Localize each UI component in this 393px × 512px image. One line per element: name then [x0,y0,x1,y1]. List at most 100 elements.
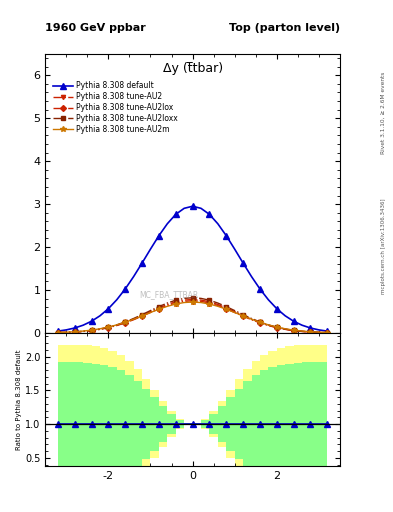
Pythia 8.308 tune-AU2loxx [131,315,136,322]
Pythia 8.308 tune-AU2 [81,328,85,334]
Pythia 8.308 tune-AU2loxx [215,300,220,306]
Pythia 8.308 tune-AU2 [165,302,170,308]
Pythia 8.308 tune-AU2m [224,306,229,312]
Pythia 8.308 default [131,273,136,280]
Pythia 8.308 tune-AU2m [123,319,128,325]
Legend: Pythia 8.308 default, Pythia 8.308 tune-AU2, Pythia 8.308 tune-AU2lox, Pythia 8.: Pythia 8.308 default, Pythia 8.308 tune-… [52,80,179,136]
Pythia 8.308 tune-AU2 [123,319,128,326]
Pythia 8.308 default [308,325,313,331]
Pythia 8.308 tune-AU2 [72,329,77,335]
Pythia 8.308 default [72,325,77,331]
Pythia 8.308 tune-AU2m [308,329,313,335]
Pythia 8.308 tune-AU2 [308,329,313,335]
Pythia 8.308 tune-AU2loxx [325,330,330,336]
Pythia 8.308 tune-AU2m [190,299,195,305]
Pythia 8.308 default [81,322,85,328]
Pythia 8.308 tune-AU2 [257,319,262,326]
Pythia 8.308 tune-AU2 [224,305,229,311]
Pythia 8.308 tune-AU2 [232,309,237,315]
Pythia 8.308 tune-AU2loxx [257,319,262,325]
Pythia 8.308 tune-AU2lox [198,298,203,305]
Text: Rivet 3.1.10, ≥ 2.6M events: Rivet 3.1.10, ≥ 2.6M events [381,72,386,154]
Pythia 8.308 default [257,286,262,292]
Pythia 8.308 tune-AU2lox [123,320,128,326]
Pythia 8.308 tune-AU2 [114,322,119,328]
Pythia 8.308 tune-AU2 [64,329,69,335]
Pythia 8.308 tune-AU2lox [140,313,144,319]
Pythia 8.308 tune-AU2lox [266,323,271,329]
Pythia 8.308 tune-AU2 [249,316,254,322]
Pythia 8.308 default [207,211,212,218]
Pythia 8.308 tune-AU2m [140,313,144,319]
Pythia 8.308 tune-AU2 [291,328,296,334]
Pythia 8.308 tune-AU2loxx [274,324,279,330]
Pythia 8.308 tune-AU2loxx [316,329,321,335]
Pythia 8.308 tune-AU2 [215,302,220,308]
Pythia 8.308 tune-AU2 [148,309,153,315]
Pythia 8.308 default [300,322,305,328]
Pythia 8.308 tune-AU2m [198,300,203,306]
Pythia 8.308 tune-AU2lox [232,309,237,315]
Pythia 8.308 tune-AU2lox [182,298,187,305]
Pythia 8.308 tune-AU2lox [72,329,77,335]
Line: Pythia 8.308 tune-AU2m: Pythia 8.308 tune-AU2m [55,299,330,335]
Pythia 8.308 tune-AU2loxx [241,312,246,318]
Pythia 8.308 tune-AU2 [182,297,187,303]
Pythia 8.308 default [316,327,321,333]
Pythia 8.308 tune-AU2lox [308,329,313,335]
Pythia 8.308 tune-AU2lox [325,330,330,336]
Pythia 8.308 tune-AU2 [173,298,178,305]
Pythia 8.308 tune-AU2m [89,327,94,333]
Pythia 8.308 default [266,296,271,303]
Pythia 8.308 tune-AU2loxx [156,304,161,310]
Pythia 8.308 tune-AU2m [325,329,330,335]
Text: Top (parton level): Top (parton level) [229,23,340,33]
Text: Δy (t̅tbar): Δy (t̅tbar) [163,62,222,75]
Pythia 8.308 tune-AU2 [316,329,321,335]
Pythia 8.308 tune-AU2m [173,301,178,307]
Pythia 8.308 tune-AU2lox [224,306,229,312]
Pythia 8.308 default [249,273,254,280]
Pythia 8.308 tune-AU2loxx [97,326,102,332]
Pythia 8.308 tune-AU2lox [257,320,262,326]
Pythia 8.308 tune-AU2m [182,300,187,306]
Pythia 8.308 tune-AU2m [274,324,279,330]
Pythia 8.308 default [165,221,170,227]
Pythia 8.308 tune-AU2loxx [232,308,237,314]
Pythia 8.308 tune-AU2m [241,313,246,319]
Pythia 8.308 default [173,211,178,218]
Pythia 8.308 tune-AU2m [131,316,136,322]
Pythia 8.308 tune-AU2lox [165,303,170,309]
Pythia 8.308 tune-AU2lox [97,326,102,332]
Pythia 8.308 tune-AU2loxx [291,327,296,333]
Pythia 8.308 tune-AU2 [140,312,144,318]
Pythia 8.308 tune-AU2loxx [72,329,77,335]
Pythia 8.308 default [274,306,279,312]
Pythia 8.308 tune-AU2lox [283,326,288,332]
Pythia 8.308 tune-AU2lox [215,303,220,309]
Pythia 8.308 tune-AU2loxx [165,300,170,306]
Pythia 8.308 default [148,246,153,252]
Pythia 8.308 tune-AU2loxx [308,329,313,335]
Pythia 8.308 tune-AU2 [89,328,94,334]
Pythia 8.308 tune-AU2lox [81,328,85,334]
Pythia 8.308 tune-AU2m [283,326,288,332]
Pythia 8.308 tune-AU2m [148,309,153,315]
Pythia 8.308 default [182,205,187,211]
Pythia 8.308 tune-AU2loxx [106,324,111,330]
Pythia 8.308 default [64,327,69,333]
Pythia 8.308 tune-AU2 [190,296,195,303]
Pythia 8.308 tune-AU2 [106,325,111,331]
Pythia 8.308 tune-AU2lox [291,328,296,334]
Pythia 8.308 default [190,203,195,209]
Pythia 8.308 default [156,232,161,239]
Pythia 8.308 default [55,328,60,334]
Pythia 8.308 tune-AU2m [55,329,60,335]
Pythia 8.308 tune-AU2 [283,326,288,332]
Pythia 8.308 tune-AU2lox [148,309,153,315]
Pythia 8.308 tune-AU2lox [55,330,60,336]
Pythia 8.308 default [89,318,94,324]
Pythia 8.308 tune-AU2m [72,329,77,335]
Pythia 8.308 tune-AU2lox [300,328,305,334]
Pythia 8.308 tune-AU2loxx [55,330,60,336]
